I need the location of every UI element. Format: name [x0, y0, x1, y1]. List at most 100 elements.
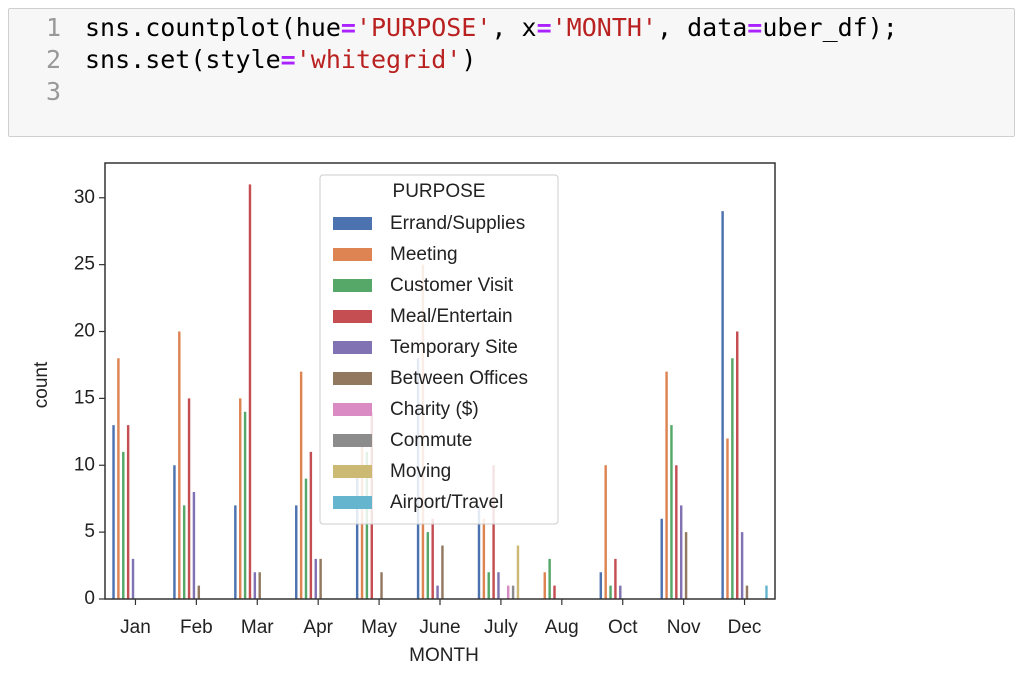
bar — [675, 465, 678, 599]
bar — [543, 572, 546, 599]
legend-label: Between Offices — [390, 368, 528, 389]
y-tick-label: 10 — [74, 454, 95, 475]
bar — [258, 572, 261, 599]
bar — [243, 411, 247, 599]
x-tick-label: Feb — [180, 617, 213, 638]
bar — [126, 425, 130, 599]
bar — [192, 492, 196, 599]
bar — [614, 558, 617, 599]
legend-label: Charity ($) — [390, 399, 479, 420]
legend-title: PURPOSE — [393, 181, 486, 202]
legend-swatch — [333, 465, 372, 478]
bar — [511, 585, 515, 599]
line-number: 3 — [45, 77, 61, 106]
bar — [553, 585, 556, 599]
bar — [304, 478, 308, 599]
bar — [684, 532, 688, 599]
legend-swatch — [333, 279, 372, 292]
legend-label: Meal/Entertain — [390, 306, 513, 327]
bar — [309, 451, 313, 599]
x-tick-label: Oct — [608, 617, 638, 638]
y-tick-label: 15 — [74, 387, 95, 408]
bar — [721, 211, 724, 600]
bar — [380, 572, 383, 599]
x-tick-label: Dec — [728, 617, 762, 638]
line-number: 1 — [45, 13, 61, 42]
bar — [253, 572, 257, 599]
x-tick-label: June — [419, 617, 460, 638]
bar — [431, 518, 434, 599]
legend-swatch — [333, 496, 372, 509]
bar — [745, 585, 749, 599]
code-line: sns.set(style='whitegrid') — [85, 45, 477, 74]
bar — [426, 532, 430, 599]
legend-label: Customer Visit — [390, 275, 514, 296]
y-tick-label: 5 — [84, 521, 95, 542]
x-tick-label: Nov — [667, 617, 701, 638]
bar — [599, 572, 603, 599]
bar — [765, 585, 768, 599]
x-tick-label: Jan — [120, 617, 151, 638]
bar — [234, 505, 237, 599]
bar — [477, 505, 481, 599]
x-tick-label: Mar — [241, 617, 274, 638]
bar — [731, 358, 734, 599]
bar — [178, 331, 181, 599]
legend-swatch — [333, 403, 372, 416]
bar — [365, 451, 369, 599]
bar — [239, 398, 242, 599]
legend-swatch — [333, 341, 372, 354]
y-tick-label: 20 — [74, 321, 95, 342]
bar — [187, 398, 191, 599]
bar — [516, 545, 520, 599]
bar — [492, 465, 495, 599]
code-line: sns.countplot(hue='PURPOSE', x='MONTH', … — [85, 13, 898, 42]
bar — [122, 451, 125, 599]
legend-label: Airport/Travel — [390, 492, 503, 513]
y-tick-label: 30 — [74, 187, 95, 208]
bar — [173, 465, 176, 599]
y-axis-label: count — [31, 361, 52, 408]
x-tick-label: Aug — [545, 617, 579, 638]
bar — [295, 505, 298, 599]
bar — [507, 585, 510, 599]
bar — [726, 438, 729, 599]
bar — [736, 331, 739, 599]
bar — [487, 572, 490, 599]
x-tick-label: July — [484, 617, 518, 638]
bar — [609, 585, 612, 599]
bar — [441, 545, 444, 599]
bar — [497, 572, 500, 599]
legend-label: Temporary Site — [390, 337, 518, 358]
bar — [604, 465, 607, 599]
bar — [660, 518, 663, 599]
bar — [299, 371, 303, 599]
bar — [117, 358, 120, 599]
legend-label: Commute — [390, 430, 472, 451]
x-tick-label: May — [361, 617, 397, 638]
legend-swatch — [333, 372, 372, 385]
legend-swatch — [333, 310, 372, 323]
code-cell[interactable]: 1 2 3 sns.countplot(hue='PURPOSE', x='MONTH… — [8, 8, 1015, 137]
bar — [314, 558, 317, 599]
legend-swatch — [333, 434, 372, 447]
bar — [248, 184, 252, 599]
line-number: 2 — [45, 45, 61, 74]
bar — [319, 558, 322, 599]
legend-label: Moving — [390, 461, 451, 482]
x-tick-label: Apr — [303, 617, 333, 638]
bar — [112, 425, 115, 599]
legend-label: Meeting — [390, 244, 458, 265]
bar — [548, 558, 551, 599]
bar — [355, 465, 359, 599]
bar — [740, 532, 744, 599]
bar — [436, 585, 439, 599]
bar — [679, 505, 683, 599]
legend-swatch — [333, 217, 372, 230]
bar — [670, 425, 673, 599]
y-tick-label: 0 — [84, 588, 95, 609]
legend-label: Errand/Supplies — [390, 213, 525, 234]
y-tick-label: 25 — [74, 254, 95, 275]
